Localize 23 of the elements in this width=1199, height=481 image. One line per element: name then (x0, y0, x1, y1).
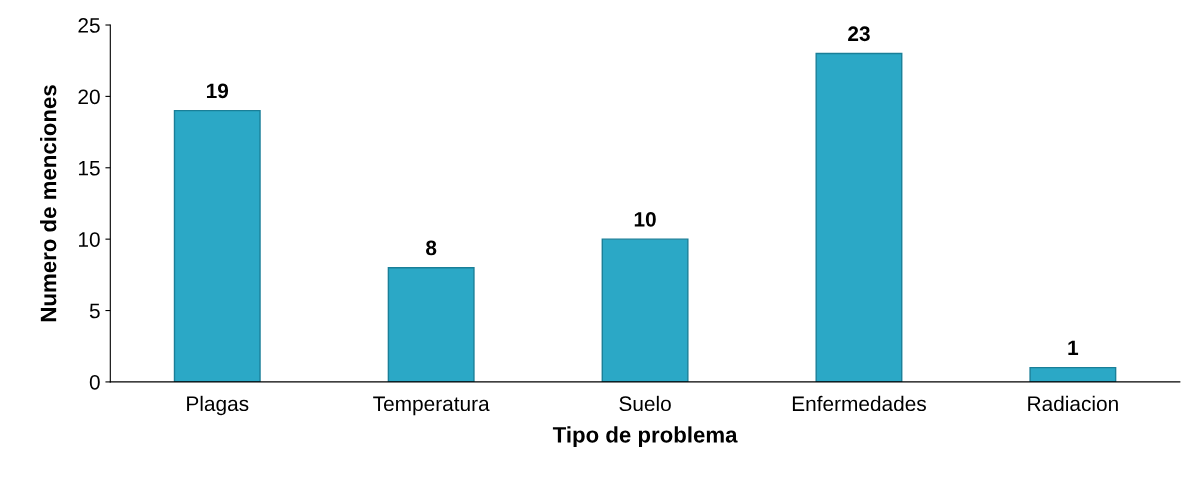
y-tick-label: 15 (79, 160, 100, 176)
bar (1029, 366, 1117, 382)
bar (601, 238, 689, 382)
y-tick-label: 20 (78, 89, 100, 105)
bar (387, 267, 475, 382)
data-label: 10 (634, 211, 656, 227)
y-tick-label: 5 (89, 303, 100, 319)
y-tick-label: 10 (79, 232, 100, 247)
x-tick-label: Plagas (187, 395, 249, 416)
data-label: 1 (1068, 340, 1079, 355)
bar (173, 109, 261, 382)
y-tick-label: 25 (78, 18, 100, 33)
y-axis-title: Numero de menciones (40, 85, 57, 322)
bar (815, 52, 903, 382)
x-tick-label: Radiacion (1028, 395, 1118, 412)
data-label: 23 (848, 26, 870, 42)
x-axis-title: Tipo de problema (552, 426, 738, 448)
x-tick-label: Temperatura (373, 396, 490, 416)
x-tick-label: Suelo (619, 395, 671, 412)
data-label: 19 (206, 83, 229, 99)
y-tick-label: 0 (89, 374, 100, 390)
data-label: 8 (426, 240, 437, 256)
x-tick-label: Enfermedades (792, 395, 926, 412)
